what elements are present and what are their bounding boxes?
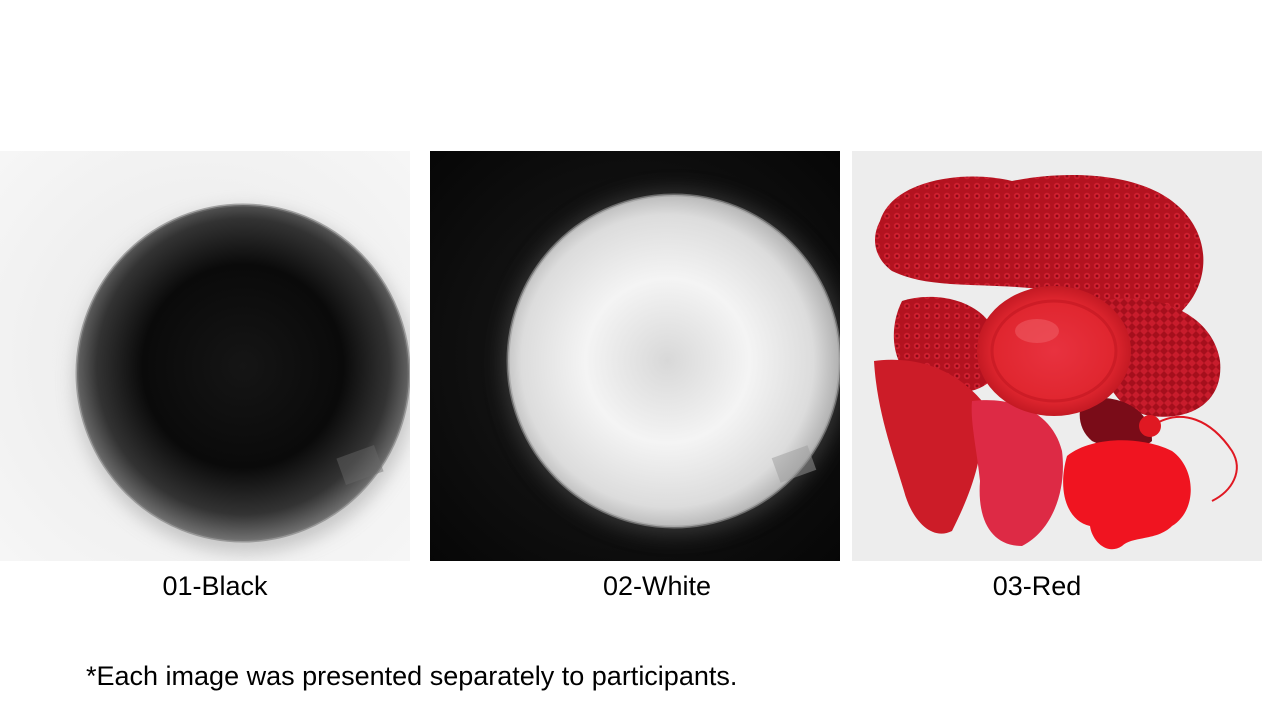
black-bowl-photo	[0, 151, 410, 561]
white-bowl-photo	[430, 151, 840, 561]
caption-black: 01-Black	[162, 571, 268, 601]
black-bowl-image	[0, 151, 410, 561]
red-objects-photo	[852, 151, 1262, 561]
caption-white: 02-White	[602, 571, 712, 601]
caption-red: 03-Red	[992, 571, 1082, 601]
footnote: *Each image was presented separately to …	[86, 661, 738, 691]
red-objects-image	[852, 151, 1262, 561]
white-bowl-image	[430, 151, 840, 561]
